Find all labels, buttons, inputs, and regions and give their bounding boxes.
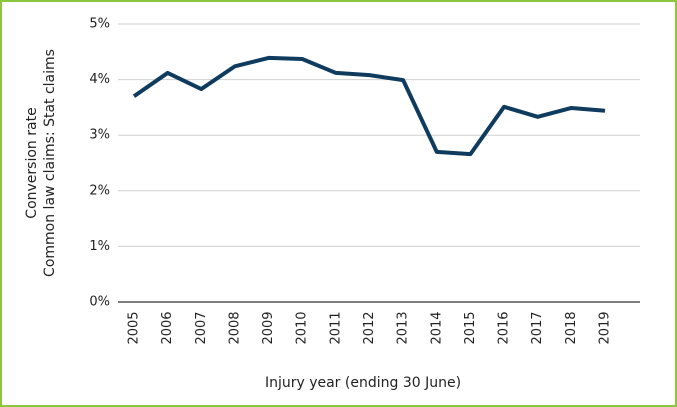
- x-tick-label: 2007: [194, 311, 209, 344]
- x-tick-label: 2010: [295, 311, 310, 344]
- x-tick-label: 2011: [328, 311, 343, 344]
- x-tick-label: 2018: [564, 311, 579, 344]
- x-tick-label: 2014: [429, 311, 444, 344]
- y-axis-label: Conversion rate: [24, 107, 40, 218]
- line-series: [132, 55, 606, 157]
- x-tick-label: 2019: [598, 311, 613, 344]
- x-tick-label: 2012: [362, 311, 377, 344]
- x-tick-label: 2016: [497, 311, 512, 344]
- x-tick-label: 2013: [396, 311, 411, 344]
- x-tick-label: 2017: [530, 311, 545, 344]
- y-tick-label: 4%: [89, 72, 110, 87]
- x-tick-label: 2008: [227, 311, 242, 344]
- x-axis-label: Injury year (ending 30 June): [265, 375, 461, 391]
- y-tick-label: 3%: [89, 128, 110, 143]
- x-tick-label: 2005: [127, 311, 142, 344]
- y-tick-label: 1%: [89, 239, 110, 254]
- y-axis-label: Common law claims: Stat claims: [42, 49, 58, 277]
- y-tick-label: 0%: [89, 295, 110, 310]
- y-tick-label: 2%: [89, 183, 110, 198]
- x-tick-label: 2006: [160, 311, 175, 344]
- x-tick-label: 2015: [463, 311, 478, 344]
- y-tick-label: 5%: [89, 17, 110, 32]
- x-tick-label: 2009: [261, 311, 276, 344]
